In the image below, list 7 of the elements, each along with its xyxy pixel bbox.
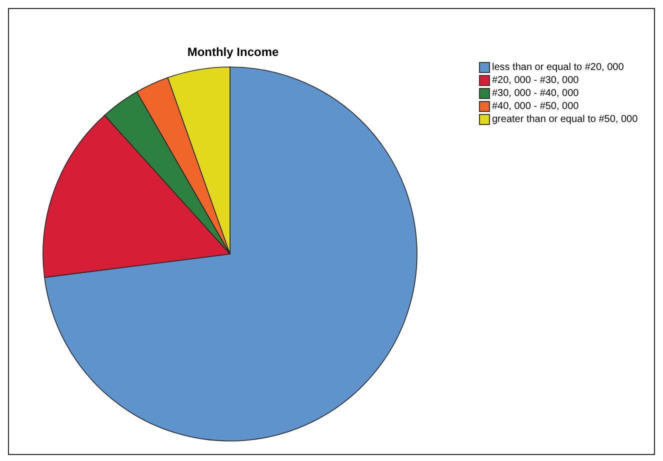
legend-label: #20, 000 - #30, 000 — [492, 75, 579, 86]
legend-label: #40, 000 - #50, 000 — [492, 101, 579, 112]
pie-slice — [44, 66, 418, 442]
legend-label: greater than or equal to #50, 000 — [492, 114, 638, 125]
legend-label: less than or equal to #20, 000 — [492, 62, 624, 73]
legend-label: #30, 000 - #40, 000 — [492, 88, 579, 99]
chart-title: Monthly Income — [186, 45, 280, 59]
